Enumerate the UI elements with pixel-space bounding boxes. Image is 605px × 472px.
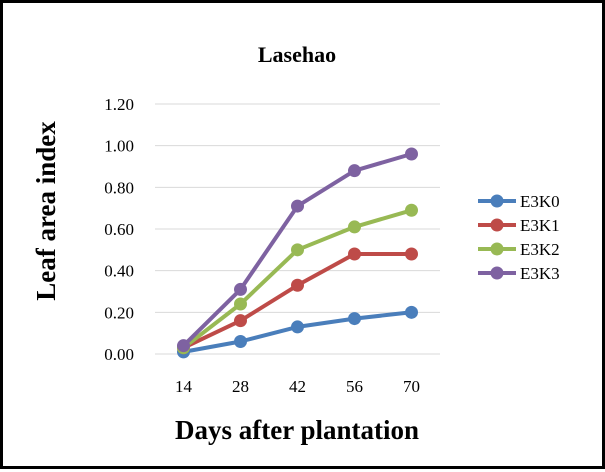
legend-label: E3K0 (520, 192, 560, 211)
data-point (348, 164, 361, 178)
y-tick-label: 0.80 (104, 178, 134, 197)
x-tick-label: 56 (346, 377, 363, 396)
y-tick-label: 0.60 (104, 220, 134, 239)
legend-item: E3K2 (478, 240, 560, 259)
y-tick-labels: 0.00 0.20 0.40 0.60 0.80 1.00 1.20 (104, 95, 134, 364)
legend-item: E3K1 (478, 216, 560, 235)
y-tick-label: 0.00 (104, 345, 134, 364)
y-tick-label: 1.20 (104, 95, 134, 114)
legend-label: E3K2 (520, 240, 560, 259)
data-point (291, 320, 304, 334)
data-point (405, 247, 418, 261)
data-point (234, 335, 247, 348)
gridlines (155, 103, 440, 355)
data-point (405, 203, 418, 217)
x-tick-label: 14 (175, 377, 193, 396)
y-tick-label: 0.20 (104, 303, 134, 322)
series-e3k0 (177, 305, 418, 359)
data-point (177, 339, 190, 353)
legend-label: E3K3 (520, 264, 560, 283)
data-point (405, 305, 418, 319)
x-axis-title: Days after plantation (175, 415, 419, 445)
chart-title: Lasehao (258, 42, 336, 67)
data-point (348, 247, 361, 261)
x-tick-label: 70 (403, 377, 420, 396)
data-point (291, 278, 304, 292)
y-axis-title: Leaf area index (31, 121, 61, 301)
legend-marker (490, 194, 504, 208)
data-point (234, 282, 247, 296)
data-point (348, 220, 361, 234)
legend-marker (490, 218, 504, 232)
x-tick-label: 28 (232, 377, 249, 396)
series-line (181, 252, 414, 350)
x-tick-labels: 14 28 42 56 70 (175, 377, 420, 396)
y-tick-label: 1.00 (104, 137, 134, 156)
series-e3k1 (177, 247, 418, 355)
series-lines (177, 147, 418, 359)
data-point (348, 312, 361, 326)
y-tick-label: 0.40 (104, 262, 134, 281)
line-chart: Lasehao Leaf area index Days after plant… (31, 42, 560, 445)
legend-marker (490, 242, 504, 256)
x-tick-label: 42 (289, 377, 306, 396)
legend: E3K0 E3K1 E3K2 E3K3 (478, 192, 560, 283)
data-point (405, 147, 418, 161)
legend-item: E3K3 (478, 264, 560, 283)
data-point (291, 199, 304, 213)
legend-marker (490, 266, 504, 280)
data-point (234, 314, 247, 328)
legend-label: E3K1 (520, 216, 560, 235)
legend-item: E3K0 (478, 192, 560, 211)
series-e3k3 (177, 147, 418, 353)
data-point (291, 243, 304, 257)
data-point (234, 297, 247, 311)
